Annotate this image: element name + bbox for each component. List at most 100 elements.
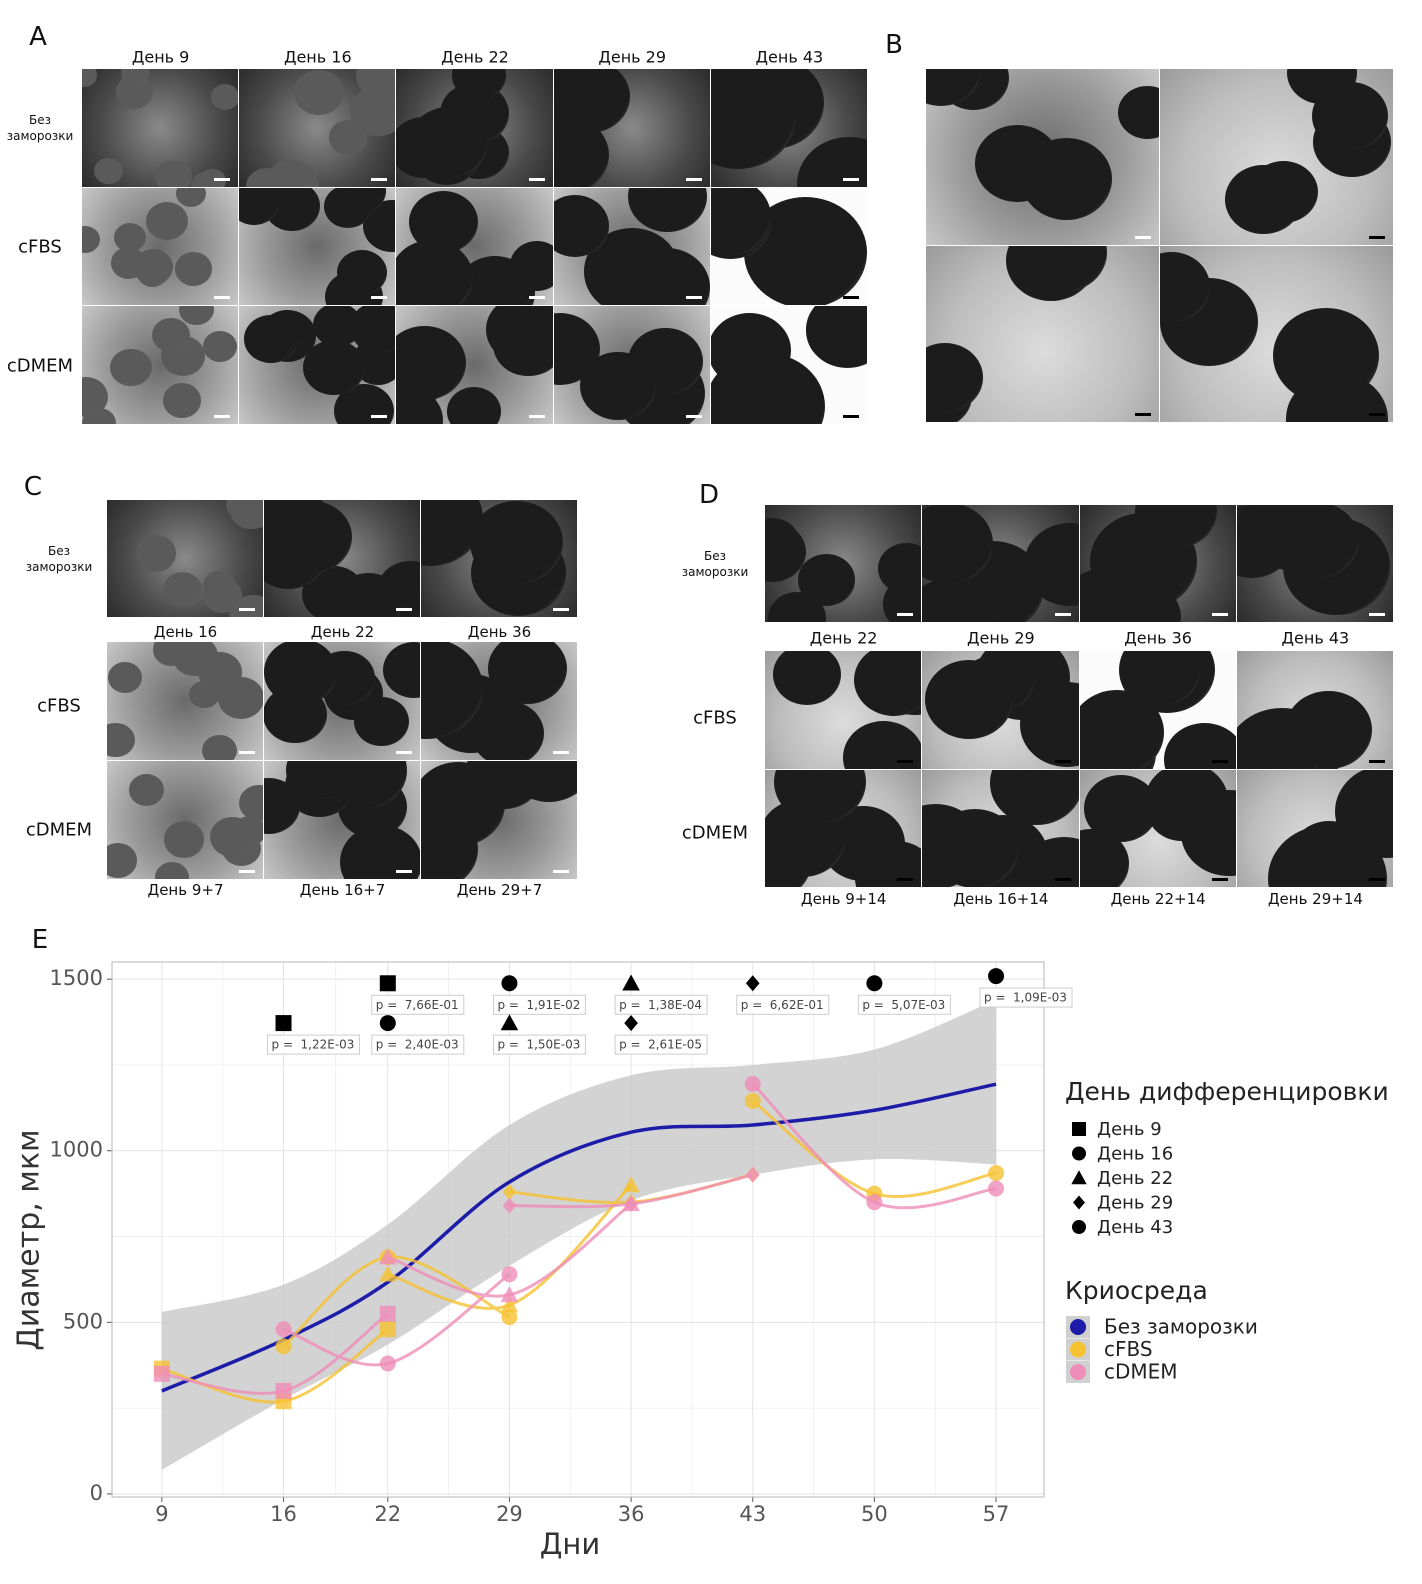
micrograph: [1236, 505, 1393, 622]
spheroid: [396, 240, 474, 306]
scale-bar: [239, 608, 255, 611]
scale-bar: [214, 177, 231, 181]
micrograph: [264, 642, 420, 760]
legend-label: День 22: [1097, 1168, 1173, 1189]
spheroid: [244, 315, 298, 363]
micrograph: [710, 306, 867, 424]
data-point: [153, 1365, 170, 1382]
scale-bar: [897, 613, 914, 616]
spheroid: [930, 809, 1019, 887]
spheroid: [239, 784, 263, 821]
scale-bar: [528, 414, 545, 418]
row-label: Без заморозки: [25, 544, 93, 574]
spheroid: [145, 201, 189, 241]
micrograph: [239, 306, 396, 424]
annotation-box: [857, 994, 951, 1015]
y-tick-label: 500: [63, 1309, 103, 1333]
row-label: cDMEM: [25, 819, 93, 841]
scale-bar: [685, 177, 702, 181]
spheroid: [191, 171, 221, 187]
legend-label: Без заморозки: [1104, 1315, 1258, 1339]
legend-label: День 29: [1097, 1193, 1173, 1214]
column-label: День 22: [809, 628, 878, 648]
annotation-label: 1,09E-03: [1013, 991, 1067, 1005]
scale-bar: [1054, 759, 1071, 763]
micrograph: [765, 769, 922, 887]
spheroid: [113, 222, 147, 253]
scale-bar: [553, 751, 569, 754]
spheroid: [154, 160, 192, 187]
annotation-box: [979, 987, 1073, 1008]
scale-bar: [1369, 613, 1385, 616]
legend-swatch: [1070, 1364, 1086, 1380]
annotation-prefix: p =: [272, 1038, 294, 1052]
annotation-label: 1,50E-03: [526, 1038, 580, 1052]
scale-bar: [528, 296, 545, 300]
micrograph: [765, 505, 922, 622]
column-label: День 22: [310, 623, 375, 641]
annotation-marker: [866, 975, 883, 992]
spheroid: [179, 306, 214, 325]
micrograph: [82, 187, 239, 306]
column-label: День 22: [441, 47, 509, 67]
scale-bar: [897, 759, 914, 763]
annotation-label: 1,22E-03: [301, 1038, 355, 1052]
micrograph: [765, 651, 922, 769]
micrograph: [1236, 769, 1393, 887]
scale-bar: [1054, 613, 1071, 616]
legend-marker: [1071, 1170, 1087, 1185]
annotation-label: 6,62E-01: [770, 998, 824, 1012]
column-label: День 16+7: [299, 881, 386, 899]
column-label: День 29+14: [1267, 890, 1363, 908]
data-point: [275, 1382, 292, 1399]
scale-bar: [1211, 613, 1228, 616]
scale-bar: [842, 177, 859, 181]
data-point: [502, 1197, 517, 1214]
spheroid: [188, 680, 220, 709]
column-label: День 29: [598, 47, 667, 67]
spheroid: [82, 226, 100, 253]
spheroid: [487, 642, 568, 705]
spheroid: [162, 383, 202, 418]
spheroid: [154, 861, 190, 879]
data-point: [866, 1194, 883, 1211]
spheroid: [447, 387, 502, 424]
row-label: Без заморозки: [681, 549, 749, 579]
annotation-label: 5,07E-03: [891, 998, 945, 1012]
micrograph: [421, 642, 577, 760]
spheroid: [324, 187, 373, 228]
legend-marker: [1072, 1146, 1086, 1161]
spheroid: [133, 248, 174, 285]
annotation-label: 2,61E-05: [648, 1038, 702, 1052]
spheroid: [110, 349, 152, 387]
data-point: [501, 1266, 518, 1283]
spheroid: [201, 735, 237, 760]
micrograph: [1160, 246, 1393, 422]
scale-bar: [842, 296, 859, 300]
scale-bar: [528, 177, 545, 181]
spheroid: [328, 120, 367, 155]
annotation-marker: [624, 1015, 638, 1032]
data-point: [501, 1309, 518, 1326]
annotation-marker: [745, 975, 760, 992]
scale-bar: [1369, 878, 1385, 881]
x-axis-title: Дни: [540, 1527, 600, 1561]
scale-bar: [371, 414, 388, 418]
y-tick-label: 1500: [50, 966, 103, 990]
scale-bar: [1135, 236, 1151, 239]
legend-swatch: [1070, 1341, 1086, 1358]
spheroid: [264, 686, 327, 744]
spheroid: [128, 773, 164, 806]
legend-title: День дифференцировки: [1065, 1077, 1389, 1106]
annotation-marker: [500, 1014, 519, 1031]
data-point: [744, 1092, 761, 1109]
scale-bar: [396, 751, 412, 754]
annotation-prefix: p =: [619, 998, 641, 1012]
annotation-label: 7,66E-01: [405, 998, 459, 1012]
micrograph: [107, 642, 263, 760]
scale-bar: [842, 414, 859, 418]
micrograph: [1160, 69, 1393, 245]
spheroid: [470, 500, 563, 585]
micrograph: [1079, 505, 1236, 622]
